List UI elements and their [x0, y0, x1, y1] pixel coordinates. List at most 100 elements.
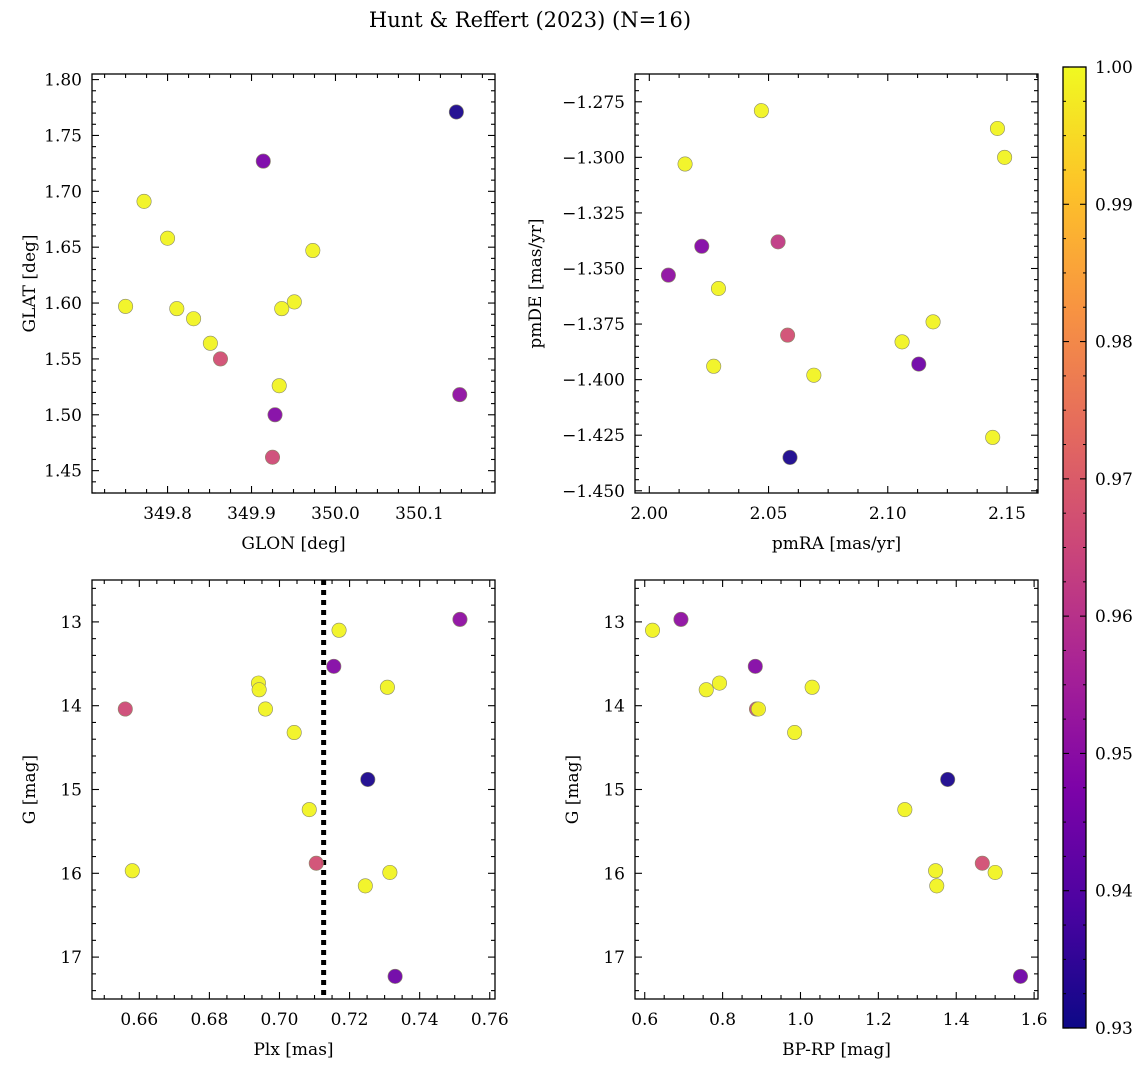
- x-tick-label: 349.8: [143, 504, 192, 524]
- data-point: [136, 193, 152, 209]
- data-point: [985, 429, 1001, 445]
- data-point: [452, 611, 468, 627]
- x-tick-label: 0.6: [631, 1010, 658, 1030]
- data-point: [698, 682, 714, 698]
- data-point: [987, 864, 1003, 880]
- x-tick-label: 349.9: [227, 504, 276, 524]
- data-point: [124, 863, 140, 879]
- figure-title: Hunt & Reffert (2023) (N=16): [369, 8, 691, 32]
- data-point: [202, 335, 218, 351]
- x-tick-label: 1.0: [787, 1010, 814, 1030]
- data-point: [1012, 968, 1028, 984]
- data-point: [645, 622, 661, 638]
- panel-plx-g: 0.66 0.68 0.70 0.72 0.74 0.76 13 14 15 16 17 Plx [m…: [20, 579, 509, 1060]
- x-axis-label: BP-RP [mag]: [782, 1040, 891, 1060]
- axes-frame: [634, 73, 1039, 494]
- x-axis-label: pmRA [mas/yr]: [772, 534, 901, 554]
- y-tick-label: 16: [60, 864, 82, 884]
- colorbar-tick-label: 0.93: [1095, 1019, 1133, 1039]
- colorbar-tick-label: 0.95: [1095, 744, 1133, 764]
- x-tick-label: 350.0: [311, 504, 360, 524]
- y-tick-label: 14: [603, 697, 625, 717]
- y-axis-label: G [mag]: [20, 755, 40, 824]
- y-tick-label: −1.350: [562, 259, 625, 279]
- data-point: [360, 771, 376, 787]
- x-tick-label: 0.8: [709, 1010, 736, 1030]
- y-tick-label: 15: [603, 781, 625, 801]
- y-tick-label: −1.375: [562, 315, 625, 335]
- data-point: [452, 387, 468, 403]
- x-tick-label: 2.10: [869, 504, 907, 524]
- data-point: [782, 449, 798, 465]
- x-tick-label: 0.76: [471, 1010, 509, 1030]
- data-point: [787, 725, 803, 741]
- data-point: [997, 149, 1013, 165]
- data-point: [925, 314, 941, 330]
- y-tick-label: 1.80: [44, 71, 82, 91]
- colorbar-tick-label: 0.97: [1095, 470, 1133, 490]
- data-point: [940, 771, 956, 787]
- data-point: [806, 367, 822, 383]
- data-point: [305, 243, 321, 259]
- ticks: [635, 74, 1038, 493]
- data-point: [747, 658, 763, 674]
- data-point: [286, 725, 302, 741]
- y-tick-label: 17: [603, 948, 625, 968]
- y-axis-label: G [mag]: [563, 755, 583, 824]
- y-tick-label: −1.300: [562, 148, 625, 168]
- y-tick-label: 1.50: [44, 406, 82, 426]
- colorbar-tick-label: 0.96: [1095, 607, 1133, 627]
- data-point: [706, 358, 722, 374]
- data-point: [660, 267, 676, 283]
- data-point: [308, 855, 324, 871]
- y-tick-label: 1.45: [44, 462, 82, 482]
- data-point: [770, 234, 786, 250]
- y-tick-label: −1.400: [562, 371, 625, 391]
- y-tick-label: 1.70: [44, 182, 82, 202]
- y-tick-label: −1.275: [562, 93, 625, 113]
- colorbar-gradient: [1062, 66, 1087, 1029]
- y-tick-label: 1.55: [44, 350, 82, 370]
- panel-bprp-g: 0.6 0.8 1.0 1.2 1.4 1.6 13 14 15 16 17 BP-RP [mag] G…: [563, 579, 1048, 1060]
- y-tick-label: 17: [60, 948, 82, 968]
- data-point: [271, 378, 287, 394]
- data-point: [929, 878, 945, 894]
- data-point: [379, 679, 395, 695]
- y-tick-label: −1.450: [562, 482, 625, 502]
- axes-frame: [91, 579, 496, 1000]
- colorbar: 0.93 0.94 0.95 0.96 0.97 0.98 0.99 1.00: [1062, 58, 1133, 1039]
- data-point: [750, 701, 766, 717]
- y-tick-label: 1.75: [44, 126, 82, 146]
- data-point: [169, 301, 185, 317]
- y-tick-label: 1.65: [44, 238, 82, 258]
- data-point: [117, 701, 133, 717]
- data-point: [286, 294, 302, 310]
- data-point: [928, 863, 944, 879]
- data-point: [387, 968, 403, 984]
- data-point: [357, 878, 373, 894]
- x-tick-label: 0.68: [190, 1010, 228, 1030]
- data-point: [257, 701, 273, 717]
- data-point: [326, 658, 342, 674]
- data-point: [897, 802, 913, 818]
- y-tick-label: −1.325: [562, 204, 625, 224]
- data-point: [255, 153, 271, 169]
- data-point: [251, 682, 267, 698]
- data-point: [382, 864, 398, 880]
- data-point: [780, 327, 796, 343]
- data-point: [753, 103, 769, 119]
- data-point: [160, 230, 176, 246]
- data-point: [694, 238, 710, 254]
- data-point: [673, 611, 689, 627]
- x-tick-label: 1.4: [943, 1010, 970, 1030]
- y-tick-label: 16: [603, 864, 625, 884]
- colorbar-tick-label: 0.98: [1095, 333, 1133, 353]
- y-tick-label: 13: [60, 613, 82, 633]
- data-point: [911, 356, 927, 372]
- data-point: [267, 407, 283, 423]
- data-point: [265, 449, 281, 465]
- panel-glon-glat: 349.8 349.9 350.0 350.1 1.45 1.50 1.55 1.60 1.65…: [20, 71, 496, 554]
- y-tick-label: 1.60: [44, 294, 82, 314]
- data-point: [974, 855, 990, 871]
